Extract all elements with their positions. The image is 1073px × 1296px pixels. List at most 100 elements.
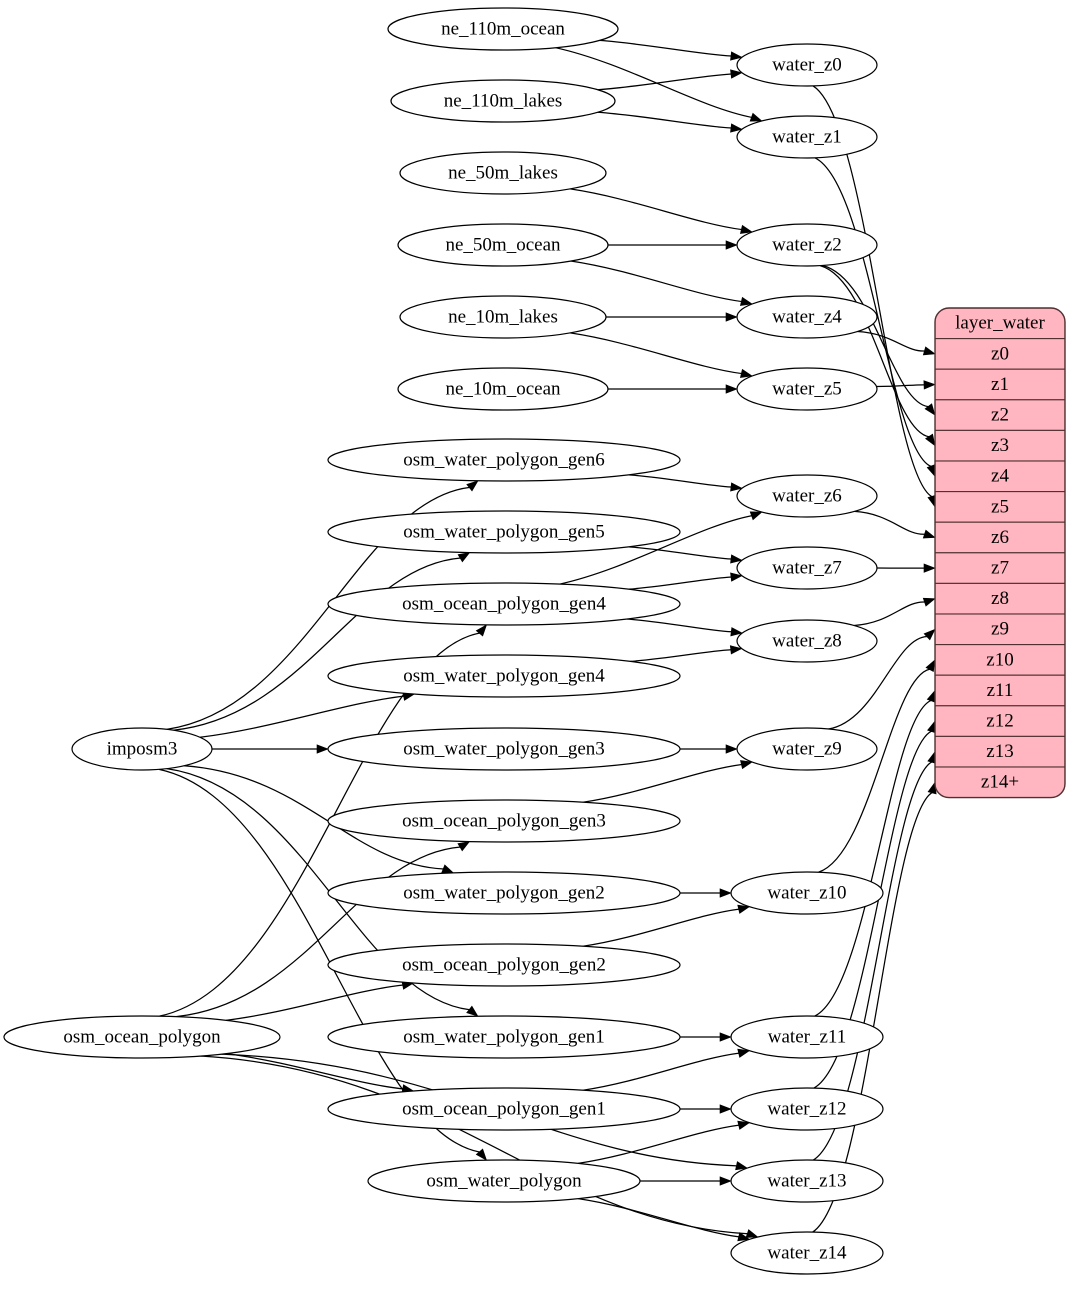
- node-ne_10m_lakes[interactable]: ne_10m_lakes: [399, 295, 607, 339]
- node-osm_water_polygon[interactable]: osm_water_polygon: [367, 1159, 641, 1203]
- node-water_z12[interactable]: water_z12: [730, 1087, 884, 1131]
- node-shape[interactable]: [399, 151, 607, 195]
- node-imposm3[interactable]: imposm3: [71, 727, 213, 771]
- edge-water_z2-to-layerwater-z2: [822, 264, 929, 408]
- node-osm_water_polygon_gen2[interactable]: osm_water_polygon_gen2: [327, 871, 681, 915]
- table-row-z14+[interactable]: [935, 766, 1065, 798]
- node-water_z2[interactable]: water_z2: [736, 223, 878, 267]
- table-row-z9[interactable]: [935, 613, 1065, 646]
- node-shape[interactable]: [327, 799, 681, 843]
- edge-arrowhead: [737, 1232, 751, 1242]
- edge-water_z10-to-layerwater-z10: [818, 668, 931, 873]
- table-row-z11[interactable]: [935, 674, 1065, 707]
- node-shape[interactable]: [736, 115, 878, 159]
- table-row-z4[interactable]: [935, 460, 1065, 493]
- node-shape[interactable]: [327, 871, 681, 915]
- edge-arrowhead: [923, 628, 936, 641]
- node-osm_water_polygon_gen5[interactable]: osm_water_polygon_gen5: [327, 510, 681, 554]
- edge-osm_ocean_polygon_gen4-to-water_z7: [628, 576, 732, 590]
- node-shape[interactable]: [387, 7, 619, 51]
- node-water_z13[interactable]: water_z13: [730, 1159, 884, 1203]
- edge-arrowhead: [719, 888, 732, 898]
- node-shape[interactable]: [397, 223, 609, 267]
- table-row-z13[interactable]: [935, 735, 1065, 768]
- node-water_z7[interactable]: water_z7: [736, 546, 878, 590]
- node-shape[interactable]: [327, 510, 681, 554]
- node-shape[interactable]: [327, 582, 681, 626]
- node-shape[interactable]: [730, 1015, 884, 1059]
- edge-arrowhead: [923, 563, 936, 573]
- node-osm_ocean_polygon_gen4[interactable]: osm_ocean_polygon_gen4: [327, 582, 681, 626]
- table-row-z10[interactable]: [935, 644, 1065, 676]
- layer-water-table[interactable]: layer_waterz0z1z2z3z4z5z6z7z8z9z10z11z12…: [934, 307, 1066, 799]
- node-water_z14[interactable]: water_z14: [730, 1231, 884, 1275]
- node-water_z10[interactable]: water_z10: [730, 871, 884, 915]
- node-shape[interactable]: [736, 546, 878, 590]
- node-shape[interactable]: [327, 438, 681, 482]
- node-shape[interactable]: [3, 1015, 281, 1059]
- node-shape[interactable]: [736, 295, 878, 339]
- node-water_z1[interactable]: water_z1: [736, 115, 878, 159]
- table-row-z1[interactable]: [935, 368, 1065, 401]
- node-shape[interactable]: [327, 1087, 681, 1131]
- table-row-z12[interactable]: [935, 705, 1065, 737]
- node-osm_water_polygon_gen4[interactable]: osm_water_polygon_gen4: [327, 654, 681, 698]
- node-water_z5[interactable]: water_z5: [736, 367, 878, 411]
- table-row-z2[interactable]: [935, 399, 1065, 431]
- node-osm_ocean_polygon_gen2[interactable]: osm_ocean_polygon_gen2: [327, 943, 681, 987]
- node-shape[interactable]: [730, 1159, 884, 1203]
- node-shape[interactable]: [736, 727, 878, 771]
- node-shape[interactable]: [327, 1015, 681, 1059]
- node-shape[interactable]: [397, 367, 609, 411]
- node-water_z6[interactable]: water_z6: [736, 474, 878, 518]
- edge-osm_water_polygon_gen4-to-water_z8: [630, 649, 732, 663]
- table-row-z7[interactable]: [935, 552, 1065, 584]
- edge-ne_50m_ocean-to-water_z4: [570, 260, 742, 303]
- table-header-cell[interactable]: [935, 308, 1065, 340]
- node-osm_water_polygon_gen1[interactable]: osm_water_polygon_gen1: [327, 1015, 681, 1059]
- node-water_z0[interactable]: water_z0: [736, 43, 878, 87]
- node-ne_10m_ocean[interactable]: ne_10m_ocean: [397, 367, 609, 411]
- node-shape[interactable]: [736, 43, 878, 87]
- table-row-z6[interactable]: [935, 521, 1065, 554]
- edges-layer: [158, 39, 937, 1242]
- node-osm_ocean_polygon[interactable]: osm_ocean_polygon: [3, 1015, 281, 1059]
- node-ne_110m_lakes[interactable]: ne_110m_lakes: [390, 79, 616, 123]
- edge-imposm3-to-osm_water_polygon_gen5: [173, 557, 461, 731]
- node-shape[interactable]: [399, 295, 607, 339]
- node-ne_50m_lakes[interactable]: ne_50m_lakes: [399, 151, 607, 195]
- edge-osm_ocean_polygon-to-osm_ocean_polygon_gen2: [225, 984, 404, 1021]
- table-row-z3[interactable]: [935, 429, 1065, 462]
- node-osm_water_polygon_gen6[interactable]: osm_water_polygon_gen6: [327, 438, 681, 482]
- node-shape[interactable]: [730, 1231, 884, 1275]
- table-row-z0[interactable]: [935, 338, 1065, 370]
- node-ne_50m_ocean[interactable]: ne_50m_ocean: [397, 223, 609, 267]
- node-water_z11[interactable]: water_z11: [730, 1015, 884, 1059]
- node-water_z9[interactable]: water_z9: [736, 727, 878, 771]
- node-shape[interactable]: [327, 727, 681, 771]
- edge-arrowhead: [725, 240, 738, 250]
- node-shape[interactable]: [730, 1087, 884, 1131]
- node-shape[interactable]: [730, 871, 884, 915]
- node-shape[interactable]: [736, 367, 878, 411]
- node-shape[interactable]: [327, 654, 681, 698]
- node-shape[interactable]: [736, 223, 878, 267]
- node-osm_water_polygon_gen3[interactable]: osm_water_polygon_gen3: [327, 727, 681, 771]
- node-osm_ocean_polygon_gen3[interactable]: osm_ocean_polygon_gen3: [327, 799, 681, 843]
- table-row-z8[interactable]: [935, 582, 1065, 615]
- node-osm_ocean_polygon_gen1[interactable]: osm_ocean_polygon_gen1: [327, 1087, 681, 1131]
- node-shape[interactable]: [390, 79, 616, 123]
- edge-water_z8-to-layerwater-z8: [854, 601, 926, 627]
- table-row-z5[interactable]: [935, 491, 1065, 523]
- node-water_z8[interactable]: water_z8: [736, 619, 878, 663]
- edge-water_z13-to-layerwater-z13: [812, 761, 933, 1161]
- node-water_z4[interactable]: water_z4: [736, 295, 878, 339]
- node-shape[interactable]: [71, 727, 213, 771]
- node-shape[interactable]: [736, 619, 878, 663]
- node-shape[interactable]: [367, 1159, 641, 1203]
- node-shape[interactable]: [327, 943, 681, 987]
- node-ne_110m_ocean[interactable]: ne_110m_ocean: [387, 7, 619, 51]
- node-shape[interactable]: [736, 474, 878, 518]
